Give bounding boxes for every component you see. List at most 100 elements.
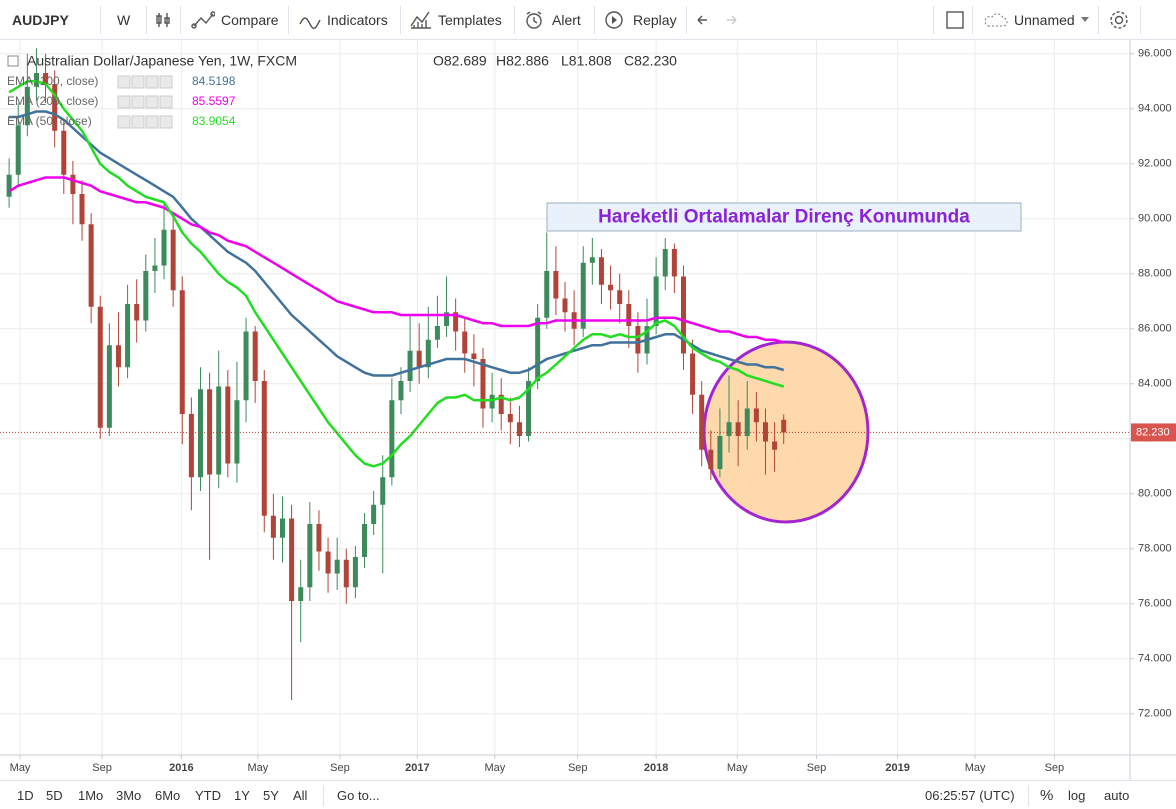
- candle-body: [671, 249, 677, 277]
- candle-body: [580, 262, 586, 329]
- replay-button[interactable]: Replay: [633, 11, 677, 28]
- alert-button[interactable]: Alert: [552, 11, 581, 28]
- candle-body: [61, 130, 67, 175]
- range-button[interactable]: 1D: [17, 787, 34, 803]
- candle-body: [398, 381, 404, 401]
- candle-body: [270, 515, 276, 538]
- candle-body: [772, 441, 778, 450]
- ohlc-high: H82.886: [496, 53, 549, 69]
- candle-body: [535, 317, 541, 381]
- x-tick-label: Sep: [92, 762, 112, 774]
- candle-body: [598, 257, 604, 285]
- candle-body: [197, 389, 203, 478]
- candle-body: [516, 422, 522, 436]
- compare-icon: [191, 11, 215, 29]
- range-button[interactable]: 5Y: [263, 787, 279, 803]
- y-tick-label: 76.000: [1138, 598, 1172, 610]
- candle-body: [97, 306, 103, 428]
- interval[interactable]: W: [117, 11, 131, 28]
- symbol[interactable]: AUDJPY: [12, 11, 69, 28]
- y-tick-label: 90.000: [1138, 213, 1172, 225]
- compare-button[interactable]: Compare: [221, 11, 279, 28]
- range-button[interactable]: YTD: [195, 787, 221, 803]
- candle-body: [380, 477, 386, 505]
- candle-body: [161, 229, 167, 266]
- range-button[interactable]: 1Mo: [78, 787, 104, 803]
- separator: [686, 6, 687, 34]
- price-tag-box: [1131, 423, 1176, 442]
- plot: [0, 48, 1130, 700]
- x-tick-label: May: [965, 762, 986, 774]
- separator: [146, 6, 147, 34]
- candle-body: [726, 422, 732, 436]
- candle-body: [544, 271, 550, 318]
- x-tick-label: May: [484, 762, 505, 774]
- candle-body: [626, 304, 632, 326]
- legend: Australian Dollar/Japanese Yen, 1W, FXCM…: [7, 53, 677, 129]
- candle-body: [70, 174, 76, 194]
- candle-body: [252, 331, 258, 381]
- legend-entry: EMA (100, close): [7, 74, 98, 88]
- separator: [514, 6, 515, 34]
- separator: [400, 6, 401, 34]
- candle-body: [690, 353, 696, 395]
- indicators-button[interactable]: Indicators: [327, 11, 388, 28]
- legend-icon: [131, 75, 145, 89]
- x-tick-label: 2017: [405, 762, 429, 774]
- candle-body: [24, 86, 30, 126]
- legend-icon: [159, 115, 173, 129]
- candle-body: [735, 422, 741, 436]
- legend-icon: [131, 115, 145, 129]
- legend-icon: [117, 115, 131, 129]
- separator: [288, 6, 289, 34]
- settings-icon[interactable]: [1108, 9, 1130, 31]
- candle-body: [33, 73, 39, 87]
- candle-body: [170, 229, 176, 291]
- auto-toggle[interactable]: auto: [1104, 787, 1130, 803]
- separator: [933, 6, 934, 34]
- dropdown-caret[interactable]: [1080, 16, 1090, 24]
- candle-body: [216, 386, 222, 475]
- candle-body: [781, 419, 787, 433]
- candle-body: [407, 350, 413, 381]
- collapse-icon[interactable]: [7, 55, 19, 67]
- y-tick-label: 86.000: [1138, 323, 1172, 335]
- candle-body: [125, 304, 131, 368]
- templates-button[interactable]: Templates: [438, 11, 502, 28]
- candle-body: [699, 394, 705, 450]
- percent-toggle[interactable]: %: [1040, 786, 1054, 804]
- y-tick-label: 96.000: [1138, 48, 1172, 60]
- range-button[interactable]: All: [293, 787, 308, 803]
- y-tick-label: 84.000: [1138, 378, 1172, 390]
- candle-body: [507, 414, 513, 423]
- candle-body: [416, 350, 422, 368]
- range-button[interactable]: 5D: [46, 787, 63, 803]
- indicators-icon: [299, 17, 321, 30]
- candle-body: [279, 518, 286, 538]
- candle-body: [152, 265, 158, 271]
- layout-name[interactable]: Unnamed: [1014, 11, 1075, 28]
- range-button[interactable]: 6Mo: [155, 787, 181, 803]
- candle-body: [744, 408, 750, 436]
- grid: [0, 40, 1130, 755]
- candle-body: [680, 276, 686, 354]
- legend-icon: [145, 95, 159, 109]
- chart-style-icon[interactable]: [155, 10, 171, 30]
- log-toggle[interactable]: log: [1068, 787, 1086, 803]
- candle-body: [553, 271, 559, 299]
- range-button[interactable]: 3Mo: [116, 787, 142, 803]
- legend-icon: [117, 95, 131, 109]
- alert-icon: [526, 11, 542, 29]
- separator: [1140, 6, 1141, 34]
- goto-button[interactable]: Go to...: [337, 787, 380, 803]
- candle-body: [188, 414, 194, 478]
- candle-body: [43, 73, 49, 84]
- legend-icon: [159, 95, 173, 109]
- candle-body: [243, 331, 249, 401]
- undo-redo[interactable]: [694, 12, 740, 28]
- candle-body: [753, 408, 759, 423]
- candle-body: [207, 389, 213, 475]
- candle-body: [762, 422, 768, 442]
- range-button[interactable]: 1Y: [234, 787, 250, 803]
- fullscreen-icon[interactable]: [946, 11, 964, 29]
